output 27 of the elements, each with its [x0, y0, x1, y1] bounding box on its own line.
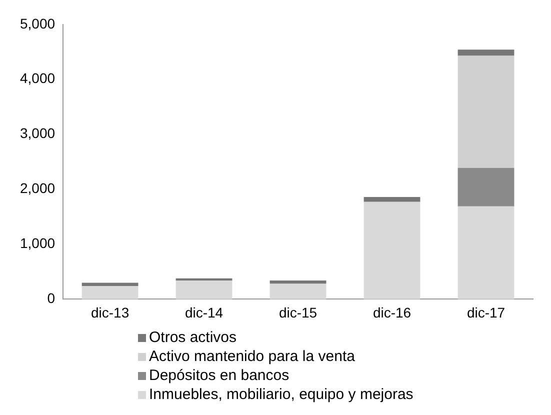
bar — [176, 278, 232, 281]
bar — [82, 286, 138, 300]
bar — [458, 168, 514, 206]
y-tick-label: 1,000 — [20, 235, 56, 252]
x-tick-label: dic-17 — [466, 304, 506, 320]
bar — [364, 202, 420, 300]
bar — [270, 280, 326, 284]
y-tick-label: 5,000 — [20, 15, 56, 32]
legend-label: Activo mantenido para la venta — [149, 347, 355, 366]
y-tick-label: 4,000 — [20, 70, 56, 86]
bar — [82, 282, 138, 286]
legend-label: Otros activos — [149, 328, 237, 347]
bar — [458, 56, 514, 168]
bar — [458, 206, 514, 300]
bar — [270, 284, 326, 300]
bar — [364, 196, 420, 202]
x-tick-label: dic-13 — [90, 304, 130, 320]
x-tick-label: dic-15 — [278, 304, 318, 320]
x-tick-label: dic-14 — [184, 304, 224, 320]
bar — [176, 280, 232, 300]
legend-label: Depósitos en bancos — [149, 366, 290, 385]
legend-label: Inmuebles, mobiliario, equipo y mejoras — [149, 385, 414, 404]
x-tick-label: dic-16 — [372, 304, 412, 320]
bar — [458, 50, 514, 56]
y-tick-label: 2,000 — [20, 180, 56, 196]
y-tick-label: 0 — [47, 290, 56, 306]
y-tick-label: 3,000 — [20, 125, 56, 142]
